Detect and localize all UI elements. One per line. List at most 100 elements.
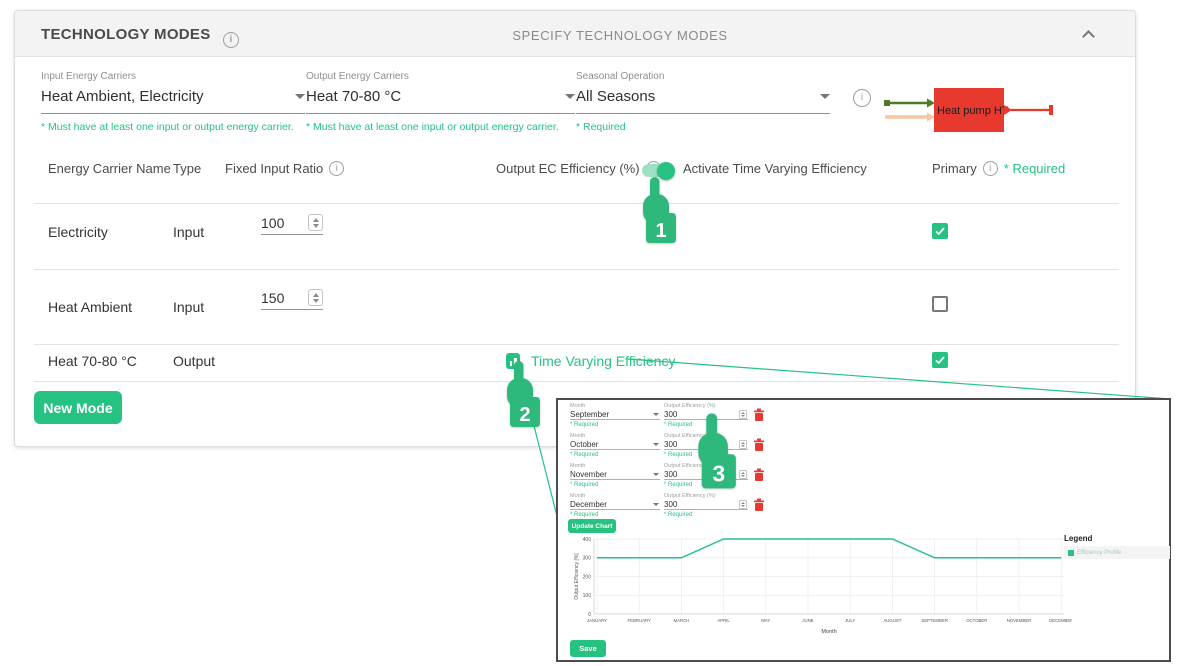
chevron-down-icon[interactable] <box>820 94 830 99</box>
required-note: * Required <box>1003 161 1066 176</box>
svg-text:SEPTEMBER: SEPTEMBER <box>921 618 948 623</box>
fixed-input-ratio-input[interactable]: 150 <box>261 289 323 310</box>
svg-text:OCTOBER: OCTOBER <box>966 618 987 623</box>
legend-item[interactable]: Efficiency Profile <box>1064 546 1170 559</box>
month-label: Month <box>570 493 586 499</box>
time-varying-efficiency-link[interactable]: Time Varying Efficiency <box>531 353 676 369</box>
step-cursor-1: 1 <box>643 177 676 243</box>
delete-row-icon[interactable] <box>754 498 764 511</box>
card-header: TECHNOLOGY MODES i SPECIFY TECHNOLOGY MO… <box>15 11 1135 57</box>
required-note: * Required <box>570 452 599 458</box>
field-helper: * Must have at least one input or output… <box>306 121 559 133</box>
update-chart-button[interactable]: Update Chart <box>568 519 616 533</box>
chevron-down-icon[interactable] <box>653 412 659 416</box>
required-note: * Required <box>664 512 693 518</box>
output-energy-carriers-select[interactable]: Output Energy Carriers Heat 70-80 °C * M… <box>306 71 575 133</box>
svg-text:2: 2 <box>519 404 530 426</box>
divider <box>34 269 1119 270</box>
col-header-activate: Activate Time Varying Efficiency <box>683 161 867 176</box>
efficiency-label: Output Efficiency (%) <box>664 433 716 439</box>
svg-text:JULY: JULY <box>845 618 855 623</box>
delete-row-icon[interactable] <box>754 468 764 481</box>
col-header-primary: Primary i * Required <box>932 161 1066 176</box>
chevron-down-icon[interactable] <box>653 502 659 506</box>
svg-text:AUGUST: AUGUST <box>883 618 901 623</box>
month-select[interactable]: Month November * Required <box>570 463 660 488</box>
output-efficiency-input[interactable]: Output Efficiency (%) 300 * Required <box>664 403 748 428</box>
activate-tve-toggle[interactable] <box>642 161 675 180</box>
month-select[interactable]: Month October * Required <box>570 433 660 458</box>
field-label: Input Energy Carriers <box>41 71 137 82</box>
stepper-icon[interactable] <box>739 499 747 509</box>
info-icon[interactable]: i <box>982 161 998 176</box>
fixed-input-ratio-input[interactable]: 100 <box>261 214 323 235</box>
table-row-cell-name: Electricity <box>48 224 108 240</box>
month-select[interactable]: Month September * Required <box>570 403 660 428</box>
month-efficiency-row: Month December * Required Output Efficie… <box>558 493 1169 521</box>
info-icon[interactable]: i <box>853 89 871 107</box>
required-note: * Required <box>570 512 599 518</box>
stepper-icon[interactable] <box>739 439 747 449</box>
time-varying-efficiency-panel: Month September * Required Output Effici… <box>556 398 1171 662</box>
input-energy-carriers-select[interactable]: Input Energy Carriers Heat Ambient, Elec… <box>41 71 305 133</box>
new-mode-button[interactable]: New Mode <box>34 391 122 424</box>
delete-row-icon[interactable] <box>754 438 764 451</box>
chevron-down-icon[interactable] <box>565 94 575 99</box>
stepper-icon[interactable] <box>308 214 323 231</box>
toggle-knob[interactable] <box>657 161 675 180</box>
required-note: * Required <box>570 422 599 428</box>
stepper-icon[interactable] <box>308 289 323 306</box>
output-efficiency-input[interactable]: Output Efficiency (%) 300 * Required <box>664 493 748 518</box>
divider <box>34 344 1119 345</box>
legend-title: Legend <box>1064 534 1093 543</box>
month-efficiency-row: Month October * Required Output Efficien… <box>558 433 1169 461</box>
output-arrow-head <box>1004 105 1012 115</box>
chart-legend: Legend Efficiency Profile <box>1064 534 1170 559</box>
legend-label: Efficiency Profile <box>1077 549 1122 556</box>
delete-row-icon[interactable] <box>754 408 764 421</box>
svg-text:MARCH: MARCH <box>674 618 690 623</box>
seasonal-operation-select[interactable]: Seasonal Operation All Seasons * Require… <box>576 71 830 133</box>
technology-modes-card: TECHNOLOGY MODES i SPECIFY TECHNOLOGY MO… <box>14 10 1136 447</box>
stepper-icon[interactable] <box>739 469 747 479</box>
chevron-down-icon[interactable] <box>295 94 305 99</box>
collapse-chevron-icon[interactable] <box>1082 30 1095 43</box>
table-row-cell-type: Input <box>173 224 205 240</box>
legend-swatch <box>1068 549 1074 556</box>
svg-text:NOVEMBER: NOVEMBER <box>1007 618 1032 623</box>
info-icon[interactable]: i <box>329 161 345 176</box>
field-helper: * Required <box>576 121 626 133</box>
efficiency-label: Output Efficiency (%) <box>664 493 716 499</box>
svg-text:1: 1 <box>655 220 666 242</box>
field-label: Output Energy Carriers <box>306 71 409 82</box>
technology-box <box>934 88 1004 132</box>
table-row-cell-type: Input <box>173 299 205 315</box>
svg-text:Output Efficiency [%]: Output Efficiency [%] <box>574 553 580 600</box>
chevron-down-icon[interactable] <box>653 472 659 476</box>
col-header-ratio: Fixed Input Ratio i <box>225 161 345 176</box>
divider <box>34 203 1119 204</box>
svg-text:APRIL: APRIL <box>717 618 730 623</box>
efficiency-label: Output Efficiency (%) <box>664 463 716 469</box>
ratio-value[interactable]: 150 <box>261 290 285 306</box>
month-efficiency-row: Month September * Required Output Effici… <box>558 403 1169 431</box>
required-note: * Required <box>664 422 693 428</box>
primary-checkbox[interactable] <box>932 223 948 239</box>
section-subtitle: SPECIFY TECHNOLOGY MODES <box>512 28 728 43</box>
efficiency-label: Output Efficiency (%) <box>664 403 716 409</box>
month-select[interactable]: Month December * Required <box>570 493 660 518</box>
step-cursor-3: 3 <box>698 413 736 489</box>
technology-box-label: Heat pump HT <box>937 105 1009 117</box>
ratio-value[interactable]: 100 <box>261 215 285 231</box>
save-button[interactable]: Save <box>570 640 606 657</box>
chevron-down-icon[interactable] <box>653 442 659 446</box>
svg-text:400: 400 <box>583 537 592 543</box>
month-label: Month <box>570 433 586 439</box>
output-arrow-end <box>1049 105 1053 115</box>
primary-checkbox[interactable] <box>932 296 948 312</box>
info-icon[interactable]: i <box>223 32 240 48</box>
stepper-icon[interactable] <box>739 409 747 419</box>
svg-text:3: 3 <box>712 461 725 487</box>
primary-checkbox[interactable] <box>932 352 948 368</box>
svg-text:FEBRUARY: FEBRUARY <box>628 618 651 623</box>
